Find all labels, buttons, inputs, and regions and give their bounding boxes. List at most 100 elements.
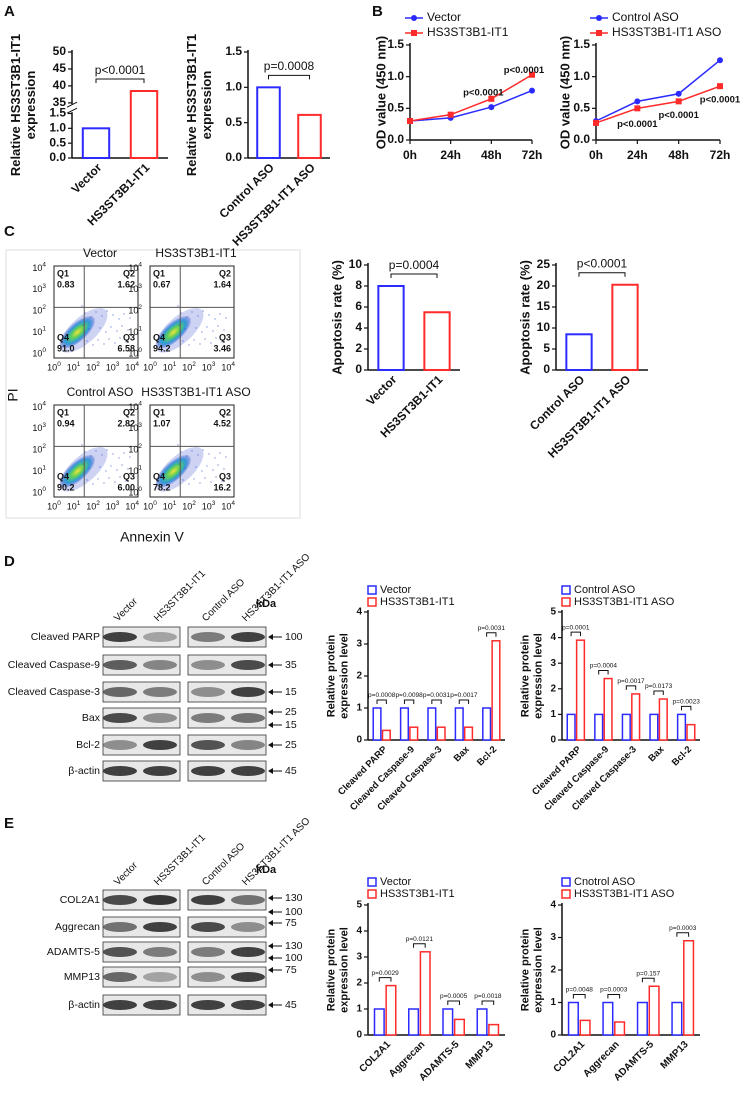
quadrant-value: 94.2 xyxy=(153,343,171,353)
legend-label: Vector xyxy=(380,876,412,888)
x-tick-label: Bax xyxy=(452,744,473,765)
flow-x-tick-exp: 2 xyxy=(192,361,196,368)
kda-arrowhead xyxy=(268,662,273,668)
y-axis-label: expression xyxy=(23,71,38,140)
quadrant-value: 6.58 xyxy=(117,343,135,353)
flow-event xyxy=(202,449,204,451)
p-value: p<0.0001 xyxy=(463,88,504,99)
bar xyxy=(567,1001,579,1036)
y-tick-label: 6 xyxy=(355,299,362,313)
bar xyxy=(385,984,397,1036)
p-value: p<0.0001 xyxy=(658,110,699,121)
legend-swatch xyxy=(367,597,377,607)
flow-y-tick-exp: 1 xyxy=(138,464,142,471)
bar xyxy=(686,723,696,741)
bar xyxy=(671,1001,683,1036)
flow-y-tick-exp: 2 xyxy=(138,443,142,450)
blot-band xyxy=(143,895,177,905)
p-value: p=0.157 xyxy=(636,970,660,977)
p-value: p=0.0005 xyxy=(440,993,468,1000)
blot-row-label: β-actin xyxy=(68,999,100,1011)
flow-event xyxy=(193,478,195,480)
kda-arrowhead xyxy=(268,955,273,961)
flow-event xyxy=(184,467,186,469)
y-tick-label: 0 xyxy=(356,1030,362,1041)
flow-x-tick: 102 xyxy=(86,500,100,512)
flow-y-tick-exp: 3 xyxy=(42,422,46,429)
flow-event xyxy=(86,340,88,342)
flow-event xyxy=(81,305,83,307)
y-tick-label: 0.5 xyxy=(225,115,242,129)
y-tick-label: 45 xyxy=(53,61,67,75)
kda-arrowhead xyxy=(268,967,273,973)
flow-event xyxy=(92,483,94,485)
flow-x-tick-exp: 1 xyxy=(173,361,177,368)
flow-x-label: Annexin V xyxy=(120,529,184,545)
flow-event xyxy=(103,482,105,484)
blot-row-label: ADAMTS-5 xyxy=(47,946,100,958)
flow-event xyxy=(119,476,121,478)
blot-row-label: Bcl-2 xyxy=(76,739,100,751)
blot-strip xyxy=(187,760,267,782)
flow-y-tick: 103 xyxy=(32,283,46,295)
blot-strip xyxy=(187,941,267,963)
flow-event xyxy=(225,456,227,458)
point xyxy=(634,105,641,112)
quadrant-value: 90.2 xyxy=(57,482,75,492)
y-tick-label: 10 xyxy=(537,320,551,334)
quadrant-value: 16.2 xyxy=(213,482,231,492)
flow-y-tick: 104 xyxy=(128,400,142,412)
y-axis-label: Apoptosis rate (%) xyxy=(517,260,532,375)
flow-event xyxy=(214,318,216,320)
bar xyxy=(488,1023,500,1036)
flow-title: HS3ST3B1-IT1 ASO xyxy=(141,385,250,399)
flow-event xyxy=(106,449,108,451)
flow-x-tick-exp: 0 xyxy=(153,500,157,507)
flow-y-tick: 103 xyxy=(32,422,46,434)
flow-y-tick: 100 xyxy=(128,347,142,359)
flow-x-tick: 102 xyxy=(182,361,196,373)
bar xyxy=(491,640,501,741)
y-tick-label: 0.5 xyxy=(49,135,66,149)
bar xyxy=(658,698,668,741)
blot-band xyxy=(103,740,137,750)
flow-event xyxy=(197,315,199,317)
flow-event xyxy=(217,464,219,466)
flow-event xyxy=(184,328,186,330)
flow-x-tick-exp: 0 xyxy=(153,361,157,368)
kda-label: 45 xyxy=(285,765,297,777)
blot-band xyxy=(143,1000,177,1010)
bar xyxy=(297,113,322,159)
blot-band xyxy=(143,947,177,957)
bar xyxy=(436,726,446,741)
blot-band xyxy=(143,632,177,642)
p-value: p=0.0004 xyxy=(590,663,618,670)
legend-label: HS3ST3B1-IT1 ASO xyxy=(574,596,675,608)
flow-x-tick-exp: 4 xyxy=(231,361,235,368)
y-tick-label: 10 xyxy=(349,257,363,271)
lane-label: HS3ST3B1-IT1 ASO xyxy=(240,816,312,888)
bar xyxy=(409,726,419,741)
x-tick-label: 24h xyxy=(627,148,648,162)
flow-event xyxy=(208,453,210,455)
kda-label: 100 xyxy=(285,631,303,643)
y-tick-label: 0 xyxy=(550,735,556,746)
flow-event xyxy=(123,313,125,315)
significance-bracket xyxy=(607,994,621,999)
x-tick-label: 48h xyxy=(481,148,502,162)
flow-event xyxy=(212,330,214,332)
flow-event xyxy=(129,317,131,319)
significance-bracket xyxy=(378,977,392,982)
lane-label: HS3ST3B1-IT1 ASO xyxy=(240,552,312,624)
flow-y-tick: 100 xyxy=(128,486,142,498)
flow-event xyxy=(129,456,131,458)
blot-row-label: COL2A1 xyxy=(60,894,100,906)
p-value: p=0.0008 xyxy=(368,692,396,699)
bar xyxy=(423,311,451,371)
flow-x-tick: 101 xyxy=(67,361,81,373)
flow-event xyxy=(214,457,216,459)
bar xyxy=(579,1019,591,1036)
flow-event xyxy=(103,343,105,345)
significance-bracket xyxy=(625,685,637,690)
